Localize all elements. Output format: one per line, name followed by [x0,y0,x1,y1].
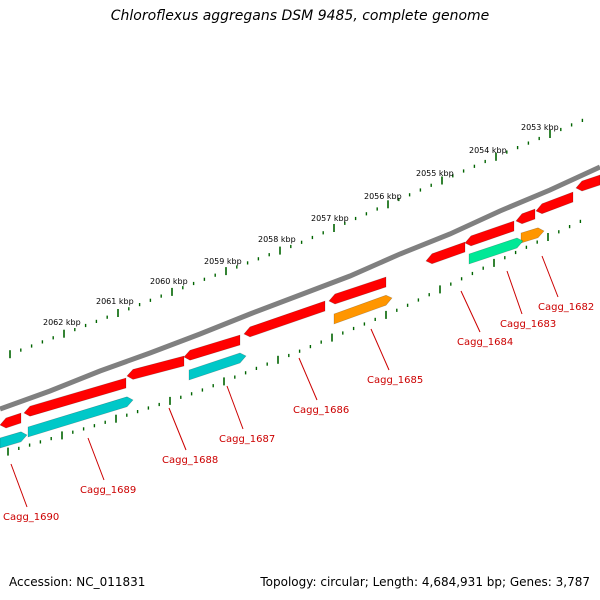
scale-label-2061: 2061 kbp [96,297,134,306]
accession-text: Accession: NC_011831 [9,575,146,589]
leader-cagg-1687 [226,385,244,430]
gene-cagg-1685-arrow [333,294,393,325]
gene-labels: Cagg_1682 Cagg_1683 Cagg_1684 Cagg_1685 … [3,302,594,523]
gene-label-cagg-1687: Cagg_1687 [219,434,275,445]
gene-cagg-1687-arrow [188,352,247,381]
leader-cagg-1689 [87,437,105,481]
gene-label-cagg-1685: Cagg_1685 [367,375,423,386]
scale-label-2060: 2060 kbp [150,277,188,286]
gene-cagg-1684b-arrow [425,241,466,265]
leader-cagg-1684 [460,290,481,333]
gene-cagg-1690-top-arrow [0,412,22,429]
gene-label-cagg-1689: Cagg_1689 [80,485,136,496]
gene-label-cagg-1688: Cagg_1688 [162,455,218,466]
scale-label-2059: 2059 kbp [204,257,242,266]
gene-cagg-1684-arrow [464,220,515,247]
gene-cagg-1688-arrow [126,355,185,380]
gene-cagg-1690-arrow [0,431,28,449]
gene-cagg-1687-top-arrow [183,334,241,361]
gene-cagg-1689-arrow [27,396,134,438]
gene-cagg-1681-arrow [535,191,574,215]
gene-cagg-1685-top-arrow [328,276,387,305]
inner-tick-ring [7,219,582,456]
scale-label-2062: 2062 kbp [43,318,81,327]
map-title: Chloroflexus aggregans DSM 9485, complet… [110,8,490,24]
gene-cagg-1689-top-arrow [23,377,127,417]
outer-tick-ring [9,118,584,359]
scale-label-2053: 2053 kbp [521,123,559,132]
leader-cagg-1690 [10,463,28,508]
leader-cagg-1685 [370,328,390,371]
leader-cagg-1688 [168,407,187,451]
scale-label-2055: 2055 kbp [416,169,454,178]
gene-cagg-1683-arrow [515,208,536,225]
gene-cagg-1682b-arrow [520,227,545,244]
genome-backbone [0,164,600,412]
gene-label-cagg-1683: Cagg_1683 [500,319,556,330]
gene-label-cagg-1690: Cagg_1690 [3,512,59,523]
scale-label-2057: 2057 kbp [311,214,349,223]
label-leader-lines [10,255,559,508]
genome-summary-text: Topology: circular; Length: 4,684,931 bp… [260,575,590,589]
gene-label-cagg-1682: Cagg_1682 [538,302,594,313]
gene-cagg-1683b-arrow [468,237,524,265]
scale-label-2056: 2056 kbp [364,192,402,201]
gene-label-cagg-1684: Cagg_1684 [457,337,513,348]
scale-label-2054: 2054 kbp [469,146,507,155]
scale-label-2058: 2058 kbp [258,235,296,244]
gene-cagg-1682-arrow [575,174,600,192]
gene-label-cagg-1686: Cagg_1686 [293,405,349,416]
gene-cagg-1686-arrow [243,300,326,338]
gene-features [0,174,600,449]
scale-labels: 2053 kbp 2054 kbp 2055 kbp 2056 kbp 2057… [43,123,559,327]
leader-cagg-1686 [298,357,318,401]
leader-cagg-1683 [506,270,523,315]
leader-cagg-1682 [541,255,559,298]
